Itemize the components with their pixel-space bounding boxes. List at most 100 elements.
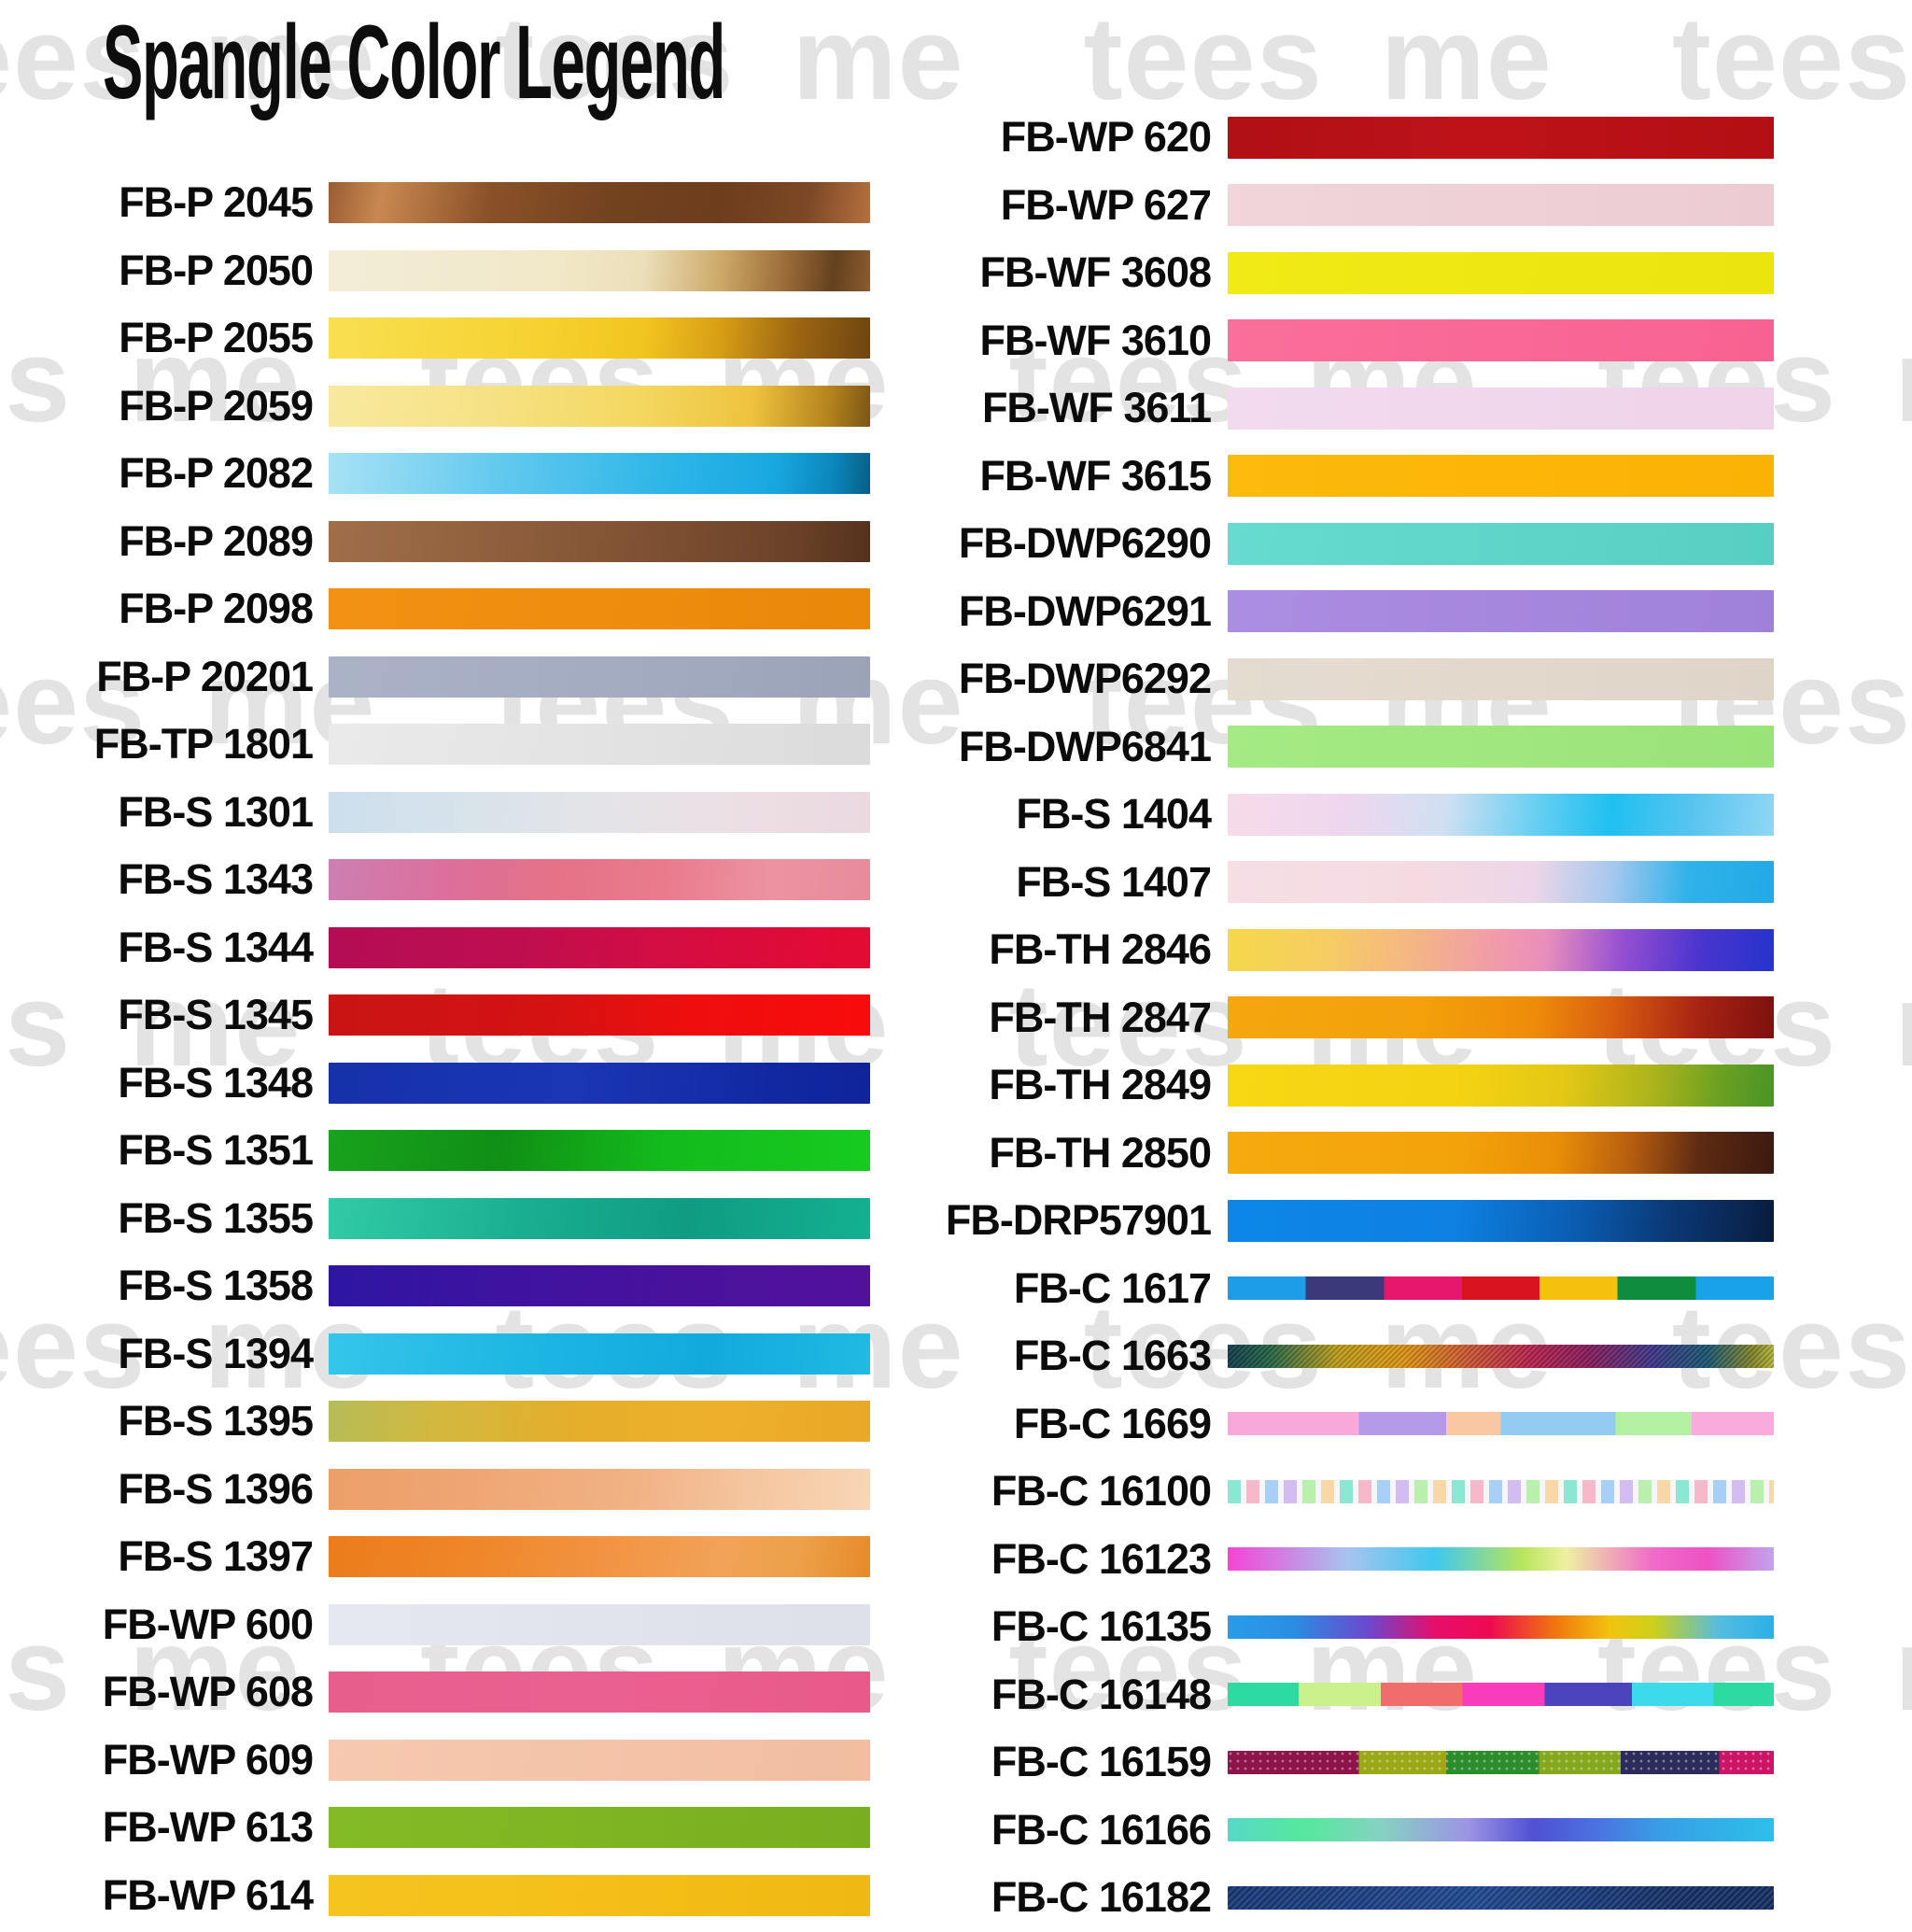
- swatch-label: FB-DWP6841: [958, 722, 1212, 770]
- color-swatch: [329, 1265, 870, 1307]
- color-swatch: [1228, 657, 1774, 700]
- swatch-label: FB-TH 2849: [989, 1061, 1212, 1109]
- color-swatch: [329, 249, 870, 291]
- color-swatch: [1228, 793, 1774, 836]
- swatch-label: FB-WP 600: [102, 1600, 314, 1648]
- swatch-label: FB-S 1396: [118, 1464, 314, 1513]
- swatch-label: FB-DWP6292: [958, 655, 1212, 703]
- swatch-label: FB-WP 609: [102, 1735, 314, 1784]
- swatch-label: FB-S 1345: [118, 991, 314, 1039]
- color-swatch: [1228, 996, 1774, 1039]
- color-swatch: [1228, 1199, 1774, 1242]
- swatch-label: FB-P 2050: [119, 246, 314, 294]
- swatch-label: FB-P 2082: [119, 449, 314, 498]
- swatch-label: FB-S 1301: [118, 787, 314, 836]
- legend-row: FB-WP 627: [654, 172, 1774, 240]
- swatch-label: FB-C 16148: [991, 1670, 1212, 1718]
- swatch-label: FB-S 1344: [118, 923, 314, 971]
- swatch-label: FB-S 1355: [118, 1193, 314, 1242]
- legend-row: FB-WP 609: [0, 1727, 870, 1795]
- color-swatch: [329, 588, 870, 630]
- swatch-label: FB-C 16123: [991, 1534, 1212, 1583]
- color-swatch: [329, 1197, 870, 1239]
- color-swatch: [329, 656, 870, 698]
- swatch-label: FB-TH 2846: [989, 925, 1212, 974]
- color-swatch: [1228, 1885, 1774, 1910]
- legend-row: FB-DRP57901: [654, 1187, 1774, 1255]
- swatch-label: FB-S 1407: [1016, 857, 1212, 906]
- swatch-label: FB-S 1351: [118, 1126, 314, 1175]
- legend-row: FB-WF 3610: [654, 307, 1774, 375]
- color-swatch: [1228, 319, 1774, 362]
- legend-row: FB-S 1355: [0, 1185, 870, 1253]
- legend-row: FB-P 2050: [0, 237, 870, 305]
- page-title: Spangle Color Legend: [103, 4, 725, 120]
- legend-row: FB-P 2089: [0, 508, 870, 576]
- legend-row: FB-S 1348: [0, 1050, 870, 1118]
- legend-row: FB-WF 3615: [654, 443, 1774, 511]
- swatch-label: FB-DWP6291: [958, 586, 1212, 635]
- legend-row: FB-S 1407: [654, 849, 1774, 917]
- legend-row: FB-S 1358: [0, 1252, 870, 1320]
- color-swatch: [329, 1468, 870, 1510]
- legend-row: FB-P 2045: [0, 169, 870, 237]
- color-swatch: [329, 520, 870, 562]
- legend-row: FB-WF 3611: [654, 374, 1774, 443]
- legend-row: FB-WP 614: [0, 1862, 870, 1930]
- legend-row: FB-C 1617: [654, 1255, 1774, 1323]
- legend-row: FB-WP 620: [654, 104, 1774, 172]
- legend-row: FB-WP 600: [0, 1591, 870, 1659]
- color-swatch: [1228, 1412, 1774, 1436]
- legend-row: FB-S 1397: [0, 1523, 870, 1591]
- swatch-label: FB-S 1395: [118, 1397, 314, 1445]
- color-swatch: [329, 1874, 870, 1916]
- color-swatch: [329, 1401, 870, 1443]
- swatch-label: FB-S 1404: [1016, 790, 1212, 839]
- swatch-label: FB-C 16166: [991, 1805, 1212, 1854]
- legend-row: FB-S 1351: [0, 1117, 870, 1185]
- color-swatch: [329, 1603, 870, 1645]
- color-swatch: [329, 317, 870, 360]
- legend-row: FB-P 2082: [0, 440, 870, 508]
- color-swatch: [1228, 1750, 1774, 1774]
- color-swatch: [329, 385, 870, 427]
- legend-row: FB-S 1344: [0, 914, 870, 982]
- swatch-label: FB-C 16135: [991, 1602, 1212, 1651]
- legend-row: FB-S 1301: [0, 779, 870, 847]
- legend-row: FB-DWP6290: [654, 510, 1774, 578]
- swatch-label: FB-S 1358: [118, 1262, 314, 1310]
- color-swatch: [1228, 1547, 1774, 1572]
- color-swatch: [329, 926, 870, 968]
- swatch-label: FB-C 1617: [1013, 1263, 1212, 1312]
- legend-row: FB-P 2059: [0, 373, 870, 441]
- legend-row: FB-P 2098: [0, 575, 870, 643]
- swatch-label: FB-S 1394: [118, 1329, 314, 1377]
- color-swatch: [329, 859, 870, 901]
- swatch-label: FB-WP 614: [102, 1870, 314, 1919]
- swatch-label: FB-S 1397: [118, 1532, 314, 1581]
- color-swatch: [1228, 1132, 1774, 1175]
- color-swatch: [329, 1130, 870, 1172]
- color-swatch: [1228, 1683, 1774, 1707]
- swatch-label: FB-WF 3615: [979, 451, 1212, 500]
- color-swatch: [1228, 1615, 1774, 1639]
- swatch-label: FB-WP 620: [1000, 113, 1212, 162]
- swatch-label: FB-P 2089: [119, 516, 314, 565]
- color-swatch: [1228, 387, 1774, 430]
- swatch-label: FB-S 1343: [118, 855, 314, 904]
- legend-row: FB-WP 608: [0, 1658, 870, 1727]
- legend-row: FB-C 16159: [654, 1728, 1774, 1797]
- color-swatch: [329, 1062, 870, 1104]
- legend-column-right: FB-WP 620 FB-WP 627 FB-WF 3608 FB-WF 3610 FB…: [654, 104, 1774, 1932]
- swatch-label: FB-TH 2847: [989, 993, 1212, 1041]
- swatch-label: FB-DRP57901: [945, 1196, 1212, 1245]
- swatch-label: FB-P 2098: [119, 585, 314, 633]
- legend-row: FB-S 1404: [654, 781, 1774, 849]
- swatch-label: FB-S 1348: [118, 1058, 314, 1107]
- color-swatch: [329, 724, 870, 766]
- legend-row: FB-C 16148: [654, 1661, 1774, 1729]
- swatch-label: FB-WP 627: [1000, 180, 1212, 229]
- legend-row: FB-P 2055: [0, 304, 870, 373]
- swatch-label: FB-P 20201: [96, 652, 314, 700]
- legend-row: FB-P 20201: [0, 643, 870, 712]
